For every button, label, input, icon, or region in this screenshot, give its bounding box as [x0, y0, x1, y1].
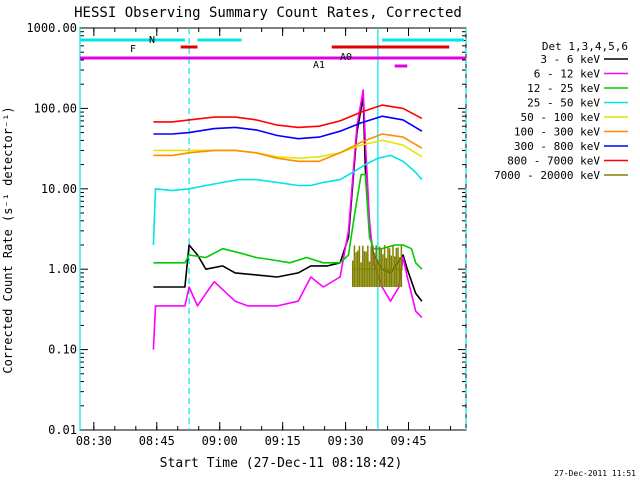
x-axis-label: Start Time (27-Dec-11 08:18:42) — [160, 456, 403, 471]
y-tick-label: 10.00 — [41, 182, 77, 196]
flag-annotation: A0 — [340, 52, 352, 63]
legend-label: 7000 - 20000 keV — [494, 169, 600, 182]
legend-label: 300 - 800 keV — [514, 140, 600, 153]
series-line-12-25 — [153, 173, 423, 270]
legend-label: 800 - 7000 keV — [507, 155, 600, 168]
y-axis-label: Corrected Count Rate (s⁻¹ detector⁻¹) — [1, 106, 15, 373]
plot-frame — [79, 27, 467, 431]
series-line-50-100 — [153, 139, 423, 159]
series-line-6-12 — [152, 89, 423, 350]
series-line-800-7000 — [153, 104, 423, 129]
flag-annotation: F — [130, 44, 136, 55]
legend-title: Det 1,3,4,5,6 — [542, 40, 628, 53]
x-tick-label: 09:30 — [328, 434, 364, 448]
legend-label: 6 - 12 keV — [534, 68, 601, 81]
y-tick-label: 1.00 — [48, 262, 77, 276]
legend-label: 12 - 25 keV — [527, 82, 600, 95]
x-tick-label: 09:00 — [202, 434, 238, 448]
x-tick-label: 08:45 — [139, 434, 175, 448]
y-tick-label: 0.10 — [48, 343, 77, 357]
y-tick-label: 0.01 — [48, 423, 77, 437]
flag-annotation: N — [149, 35, 155, 46]
series-line-25-50 — [152, 154, 423, 246]
x-tick-label: 08:30 — [76, 434, 112, 448]
x-tick-label: 09:15 — [265, 434, 301, 448]
legend-label: 25 - 50 keV — [527, 97, 600, 110]
plot-area: 0.01 0.10 1.00 10.00 100.00 1000.00 08:30 08:45… — [26, 21, 467, 448]
y-tick-label: 1000.00 — [26, 21, 77, 35]
flag-annotation: A1 — [313, 60, 325, 71]
legend-label: 50 - 100 keV — [521, 111, 601, 124]
x-tick-label: 09:45 — [390, 434, 426, 448]
timestamp: 27-Dec-2011 11:51 — [554, 469, 636, 478]
series-line-100-300 — [153, 133, 423, 163]
legend-label: 100 - 300 keV — [514, 126, 600, 139]
y-tick-label: 100.00 — [34, 101, 77, 115]
legend-label: 3 - 6 keV — [540, 53, 600, 66]
series-line-300-800 — [153, 115, 423, 140]
chart-title: HESSI Observing Summary Count Rates, Cor… — [74, 5, 462, 21]
